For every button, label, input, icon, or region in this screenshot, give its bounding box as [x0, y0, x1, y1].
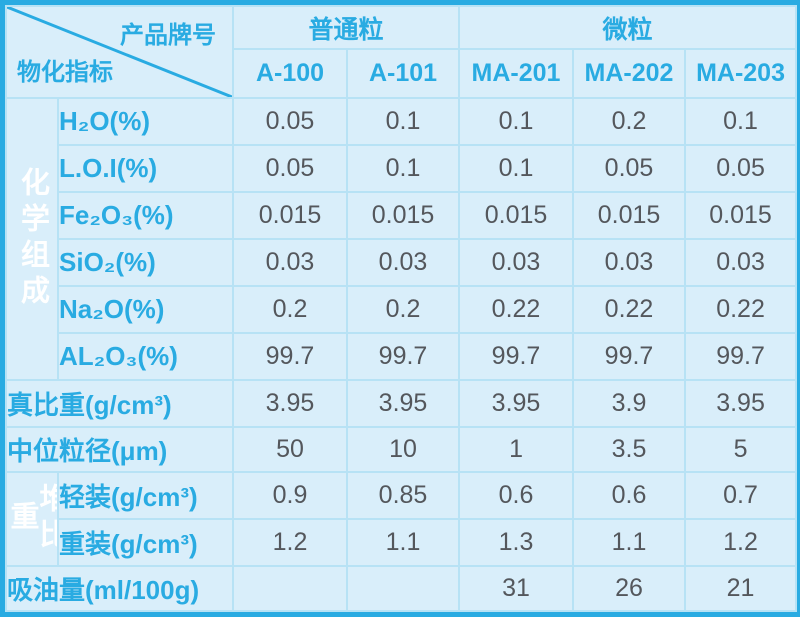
diagonal-corner-cell: 产品牌号 物化指标 [5, 5, 234, 99]
value-cell: 0.03 [572, 238, 687, 287]
value-cell: 3.9 [572, 379, 687, 428]
value-cell: 0.22 [572, 285, 687, 334]
value-cell: 0.2 [345, 285, 461, 334]
row-label-fe2o3: Fe₂O₃(%) [57, 191, 234, 240]
value-cell: 3.95 [232, 379, 348, 428]
table-row-na2o: Na₂O(%) 0.2 0.2 0.22 0.22 0.22 [6, 285, 798, 334]
column-header-ma203: MA-203 [684, 48, 798, 99]
value-cell: 10 [345, 426, 461, 473]
value-cell: 0.03 [458, 238, 575, 287]
column-header-ma202: MA-202 [572, 48, 687, 99]
value-cell: 3.95 [345, 379, 461, 428]
value-cell: 50 [232, 426, 348, 473]
value-cell: 3.5 [572, 426, 687, 473]
row-label-oil-absorption: 吸油量(ml/100g) [5, 565, 234, 612]
value-cell: 0.85 [345, 471, 461, 520]
section-label-chemical-composition: 化学组成 [5, 97, 59, 381]
table-row-sio2: SiO₂(%) 0.03 0.03 0.03 0.03 0.03 [6, 238, 798, 287]
table-row-bulk-light: 堆比重 轻装(g/cm³) 0.9 0.85 0.6 0.6 0.7 [5, 471, 798, 567]
value-cell: 31 [458, 565, 575, 612]
value-cell: 0.015 [345, 191, 461, 240]
value-cell: 1.2 [684, 518, 798, 567]
value-cell: 0.1 [458, 144, 575, 193]
value-cell: 0.015 [458, 191, 575, 240]
value-cell: 0.22 [684, 285, 798, 334]
row-label-al2o3: AL₂O₃(%) [57, 332, 234, 381]
value-cell: 0.05 [232, 144, 348, 193]
value-cell: 5 [684, 426, 798, 473]
value-cell: 99.7 [684, 332, 798, 381]
table-row-fe2o3: Fe₂O₃(%) 0.015 0.015 0.015 0.015 0.015 [6, 191, 798, 240]
value-cell: 0.22 [458, 285, 575, 334]
row-label-sio2: SiO₂(%) [57, 238, 234, 287]
table-row-median-particle-size: 中位粒径(μm) 50 10 1 3.5 5 [5, 426, 798, 473]
diagonal-line [8, 8, 231, 96]
section-label-bulk-density: 堆比重 [5, 471, 59, 567]
value-cell: 0.05 [572, 144, 687, 193]
value-cell: 1 [458, 426, 575, 473]
row-label-loi: L.O.I(%) [57, 144, 234, 193]
row-label-specific-gravity: 真比重(g/cm³) [5, 379, 234, 428]
row-label-h2o: H₂O(%) [57, 97, 234, 146]
column-header-a100: A-100 [232, 48, 348, 99]
value-cell: 1.1 [345, 518, 461, 567]
value-cell: 0.03 [345, 238, 461, 287]
corner-label-phys-chem-index: 物化指标 [17, 59, 113, 86]
column-header-a101: A-101 [345, 48, 461, 99]
value-cell: 0.05 [232, 97, 348, 146]
value-cell: 1.3 [458, 518, 575, 567]
column-group-fine: 微粒 [458, 5, 798, 50]
header-columns-row: A-100 A-101 MA-201 MA-202 MA-203 [6, 48, 798, 99]
value-cell: 0.1 [345, 97, 461, 146]
table-row-bulk-tamped: 重装(g/cm³) 1.2 1.1 1.3 1.1 1.2 [6, 518, 798, 567]
value-cell: 0.05 [684, 144, 798, 193]
header-group-row: 产品牌号 物化指标 普通粒 微粒 [5, 5, 798, 99]
value-cell: 0.015 [684, 191, 798, 240]
column-header-ma201: MA-201 [458, 48, 575, 99]
value-cell: 99.7 [572, 332, 687, 381]
row-label-median-particle-size: 中位粒径(μm) [5, 426, 234, 473]
table-row-specific-gravity: 真比重(g/cm³) 3.95 3.95 3.95 3.9 3.95 [5, 379, 798, 428]
value-cell-empty [345, 565, 461, 612]
row-label-na2o: Na₂O(%) [57, 285, 234, 334]
row-label-tamped: 重装(g/cm³) [57, 518, 234, 567]
value-cell: 0.2 [232, 285, 348, 334]
value-cell: 0.7 [684, 471, 798, 520]
value-cell: 1.2 [232, 518, 348, 567]
value-cell: 0.2 [572, 97, 687, 146]
value-cell: 26 [572, 565, 687, 612]
value-cell: 0.6 [572, 471, 687, 520]
row-label-light-packed: 轻装(g/cm³) [57, 471, 234, 520]
table-row-loi: L.O.I(%) 0.05 0.1 0.1 0.05 0.05 [6, 144, 798, 193]
value-cell: 3.95 [458, 379, 575, 428]
product-spec-table: 产品牌号 物化指标 普通粒 微粒 A-100 A-101 MA-201 MA-2… [5, 5, 798, 612]
value-cell: 99.7 [232, 332, 348, 381]
value-cell: 0.1 [345, 144, 461, 193]
value-cell: 21 [684, 565, 798, 612]
value-cell: 0.9 [232, 471, 348, 520]
table-row-h2o: 化学组成 H₂O(%) 0.05 0.1 0.1 0.2 0.1 [5, 97, 798, 381]
value-cell: 0.03 [232, 238, 348, 287]
value-cell: 0.1 [684, 97, 798, 146]
table-row-al2o3: AL₂O₃(%) 99.7 99.7 99.7 99.7 99.7 [6, 332, 798, 381]
value-cell: 1.1 [572, 518, 687, 567]
value-cell-empty [232, 565, 348, 612]
column-group-ordinary: 普通粒 [231, 5, 461, 50]
value-cell: 0.015 [232, 191, 348, 240]
value-cell: 0.03 [684, 238, 798, 287]
value-cell: 99.7 [345, 332, 461, 381]
value-cell: 99.7 [458, 332, 575, 381]
corner-label-product-brand: 产品牌号 [120, 22, 216, 49]
value-cell: 3.95 [684, 379, 798, 428]
value-cell: 0.1 [458, 97, 575, 146]
value-cell: 0.6 [458, 471, 575, 520]
table-row-oil-absorption: 吸油量(ml/100g) 31 26 21 [5, 565, 798, 612]
value-cell: 0.015 [572, 191, 687, 240]
